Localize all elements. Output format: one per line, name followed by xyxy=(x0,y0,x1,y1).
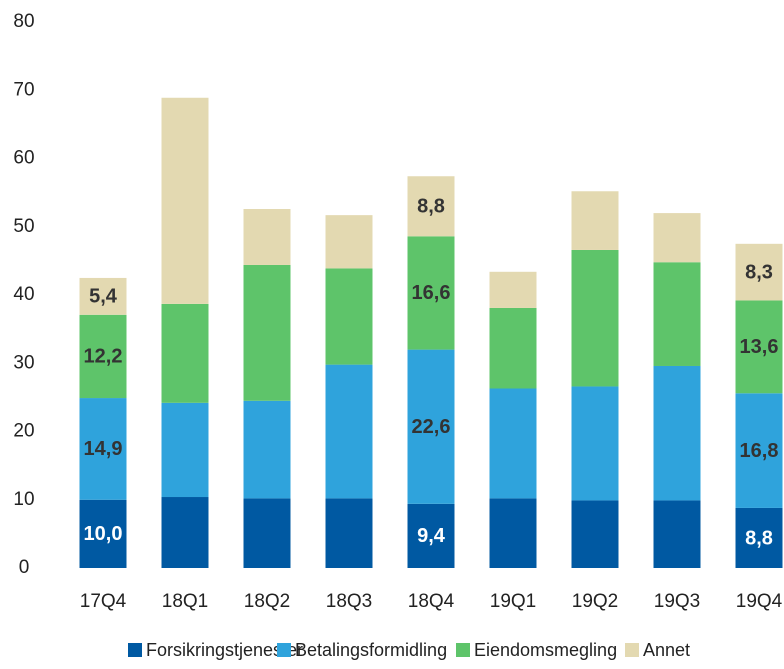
bar-segment xyxy=(243,498,291,568)
value-label: 10,0 xyxy=(84,523,123,545)
x-tick-label: 19Q2 xyxy=(572,591,618,612)
bar-segment xyxy=(161,402,209,498)
x-tick-label: 19Q4 xyxy=(736,591,783,612)
bar-segment xyxy=(161,97,209,304)
bar-segment xyxy=(735,243,783,301)
bar-segment xyxy=(325,215,373,269)
y-tick-label: 0 xyxy=(19,557,30,578)
value-label: 22,6 xyxy=(412,416,451,438)
bar-segment xyxy=(325,498,373,568)
y-tick-label: 60 xyxy=(13,148,34,169)
y-tick-label: 30 xyxy=(13,352,34,373)
bar-segment xyxy=(79,277,127,315)
legend-swatch xyxy=(277,643,291,657)
x-tick-label: 18Q4 xyxy=(408,591,455,612)
bar-segment xyxy=(653,500,701,568)
bar-segment xyxy=(161,497,209,568)
bar-segment xyxy=(735,300,783,394)
legend-swatch xyxy=(128,643,142,657)
y-tick-label: 10 xyxy=(13,489,34,510)
bar-segment xyxy=(325,268,373,365)
legend-swatch xyxy=(456,643,470,657)
x-tick-label: 17Q4 xyxy=(80,591,127,612)
y-tick-label: 50 xyxy=(13,216,34,237)
value-label: 16,6 xyxy=(412,282,451,304)
bar-segment xyxy=(571,500,619,568)
bar-segment xyxy=(489,498,537,568)
bar-segment xyxy=(571,249,619,387)
bar-segment xyxy=(243,209,291,265)
y-tick-label: 80 xyxy=(13,11,34,32)
bar-segment xyxy=(79,314,127,399)
bar-segment xyxy=(735,507,783,568)
value-label: 5,4 xyxy=(89,286,118,308)
y-tick-label: 20 xyxy=(13,421,34,442)
bar-segment xyxy=(489,388,537,499)
x-tick-label: 18Q1 xyxy=(162,591,208,612)
legend-label: Annet xyxy=(643,640,690,660)
bar-segment xyxy=(243,400,291,499)
bar-segment xyxy=(735,393,783,508)
bar-segment xyxy=(653,262,701,366)
value-label: 9,4 xyxy=(417,525,446,547)
value-label: 8,3 xyxy=(745,261,773,283)
legend-swatch xyxy=(625,643,639,657)
value-label: 14,9 xyxy=(84,438,123,460)
legend-label: Eiendomsmegling xyxy=(474,640,617,660)
bar-segment xyxy=(489,271,537,308)
bar-segment xyxy=(653,213,701,263)
x-tick-label: 18Q3 xyxy=(326,591,372,612)
value-label: 16,8 xyxy=(740,440,779,462)
x-tick-label: 19Q1 xyxy=(490,591,536,612)
bar-segment xyxy=(571,191,619,250)
y-tick-label: 70 xyxy=(13,79,34,100)
bar-segment xyxy=(571,386,619,501)
value-label: 12,2 xyxy=(84,346,123,368)
x-tick-label: 18Q2 xyxy=(244,591,290,612)
bar-segment xyxy=(243,264,291,401)
value-label: 8,8 xyxy=(745,527,773,549)
bar-segment xyxy=(325,364,373,499)
legend-label: Forsikringstjenester xyxy=(146,640,303,660)
bar-segment xyxy=(407,236,455,350)
value-label: 8,8 xyxy=(417,196,445,218)
bar-segment xyxy=(79,499,127,568)
bar-segment xyxy=(407,503,455,568)
value-label: 13,6 xyxy=(740,336,779,358)
bar-segment xyxy=(407,349,455,504)
x-tick-label: 19Q3 xyxy=(654,591,700,612)
y-tick-label: 40 xyxy=(13,284,34,305)
legend-label: Betalingsformidling xyxy=(295,640,447,660)
bar-segment xyxy=(489,307,537,389)
bar-segment xyxy=(407,176,455,237)
bar-segment xyxy=(161,303,209,403)
bar-segment xyxy=(653,365,701,501)
bar-segment xyxy=(79,398,127,500)
